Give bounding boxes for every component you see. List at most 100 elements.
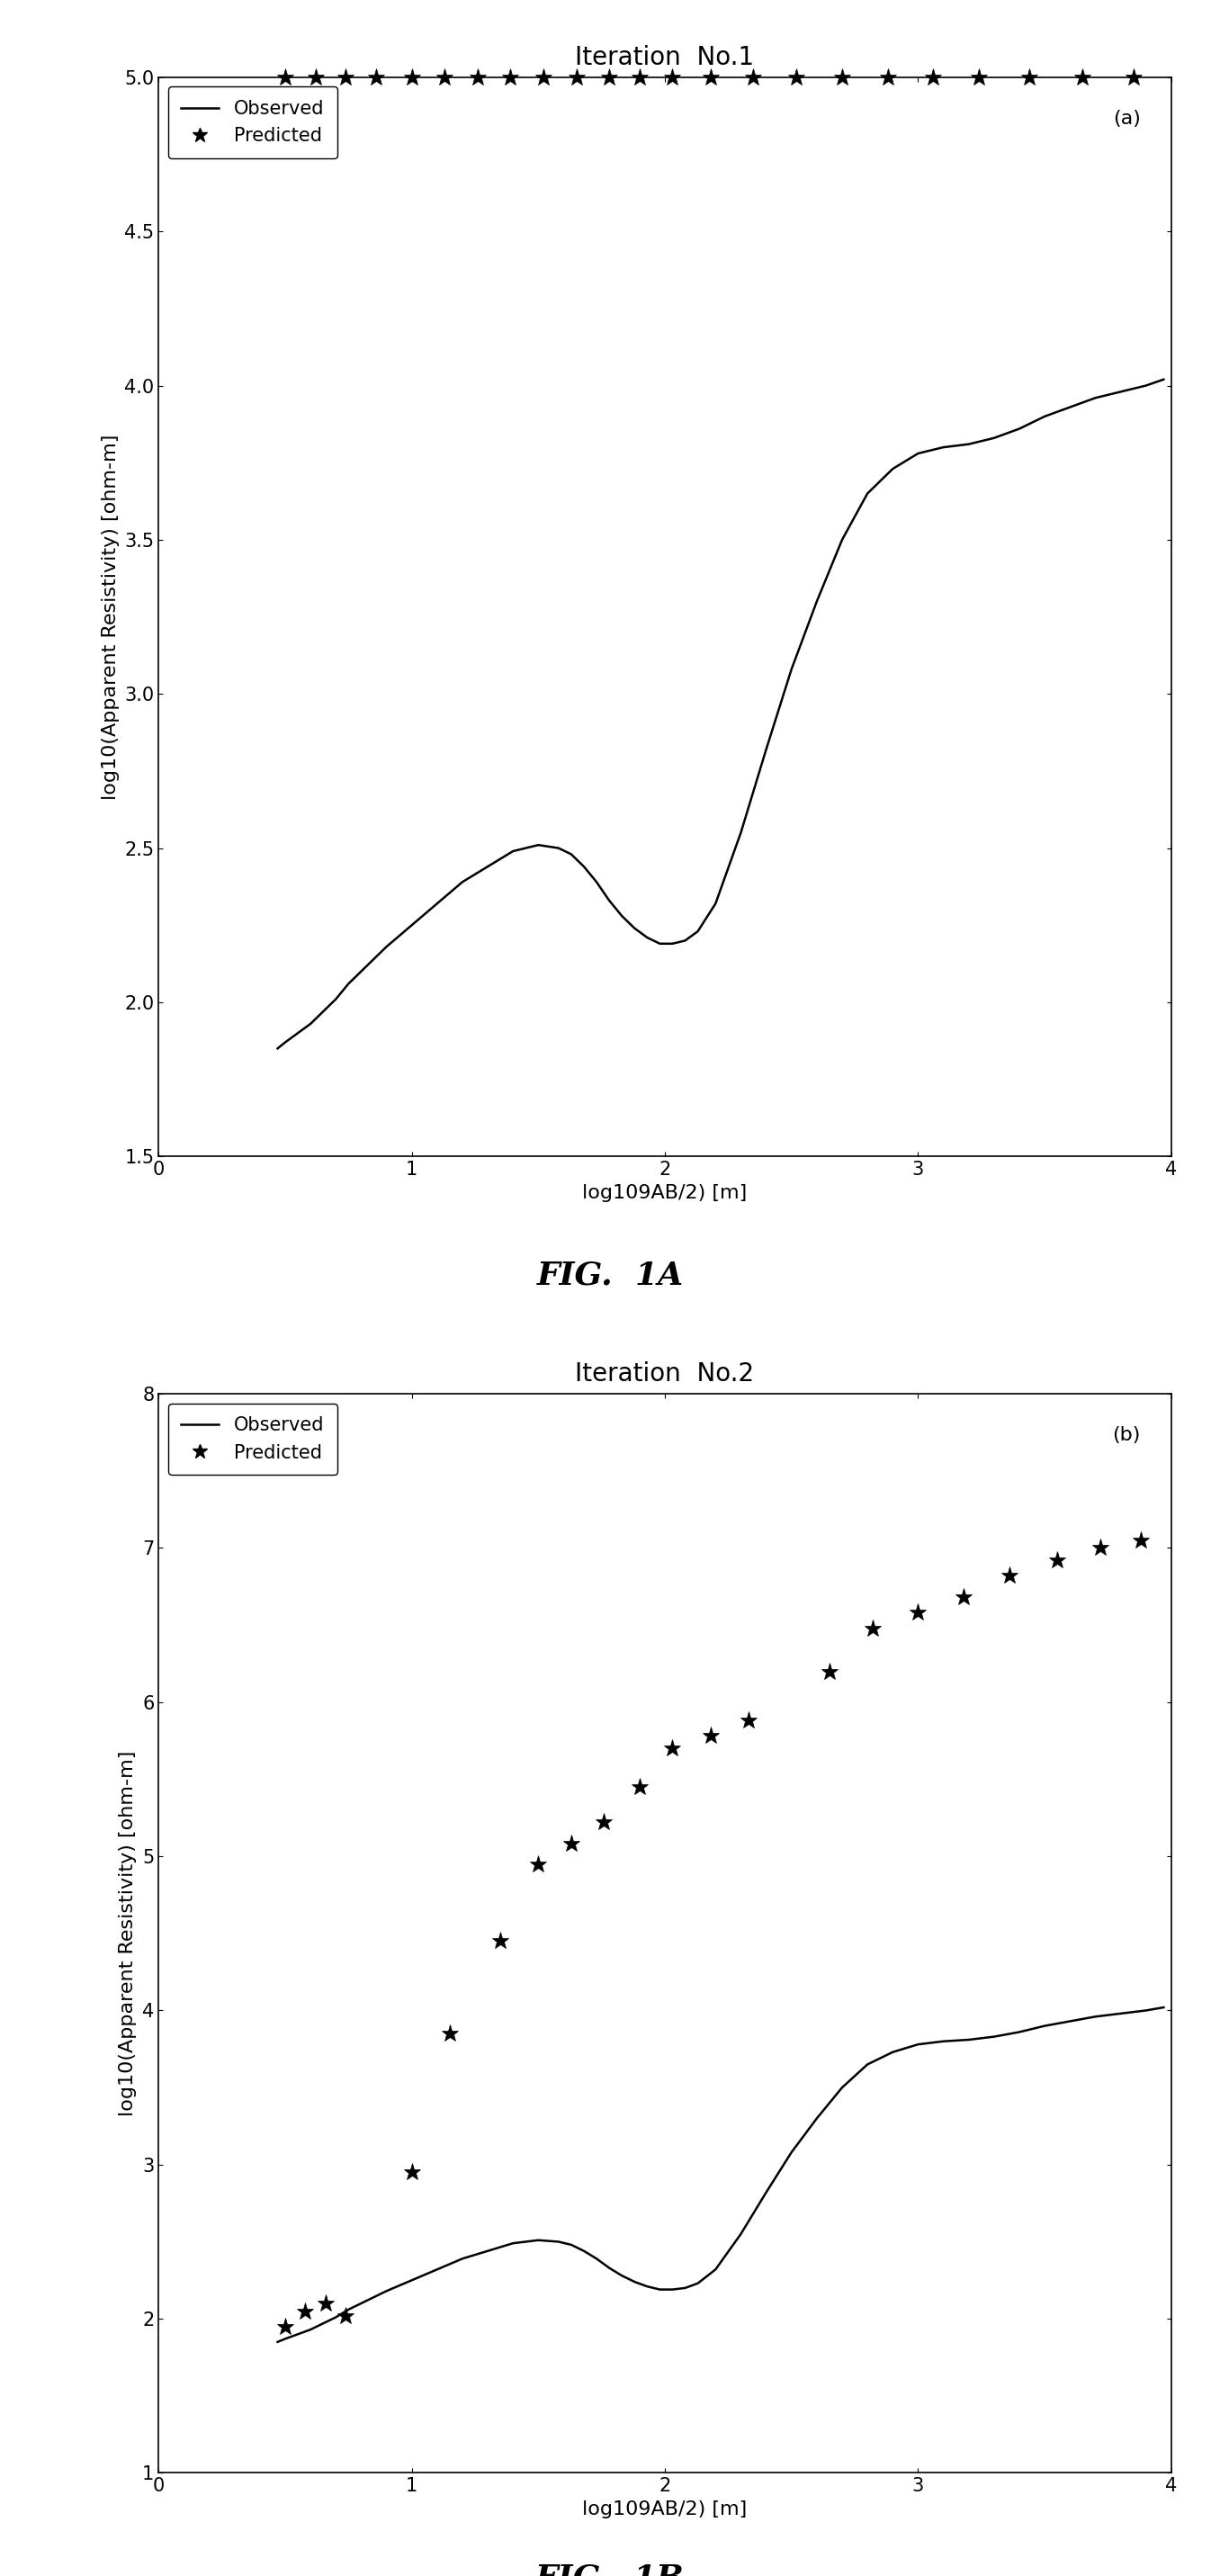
Observed — [564, 2228, 578, 2259]
Predicted — [597, 1806, 611, 1837]
Line: Predicted: Predicted — [277, 70, 1142, 85]
Predicted — [470, 62, 484, 93]
Predicted — [503, 62, 517, 93]
Observed — [1138, 371, 1153, 402]
Predicted — [1002, 1561, 1016, 1592]
Observed — [708, 2254, 722, 2285]
Observed — [886, 2038, 900, 2069]
Title: Iteration  No.2: Iteration No.2 — [576, 1363, 754, 1386]
Predicted — [1050, 1546, 1065, 1577]
Observed — [653, 2275, 667, 2306]
Observed — [961, 428, 976, 459]
Predicted — [493, 1927, 508, 1958]
Observed — [810, 585, 825, 616]
Observed — [589, 2244, 604, 2275]
Observed — [1088, 2002, 1103, 2032]
Observed — [653, 927, 667, 958]
Observed — [481, 850, 495, 881]
Observed — [1138, 1994, 1153, 2025]
Predicted — [536, 62, 550, 93]
Text: FIG.  1B: FIG. 1B — [536, 2563, 684, 2576]
Predicted — [665, 1734, 680, 1765]
Observed — [691, 917, 705, 948]
Observed — [759, 734, 773, 765]
Observed — [601, 2251, 616, 2282]
Observed — [1113, 1999, 1127, 2030]
Observed — [564, 840, 578, 871]
Observed — [505, 835, 520, 866]
Observed — [615, 902, 630, 933]
Observed — [860, 479, 875, 510]
Predicted — [564, 1829, 578, 1860]
Observed — [290, 1018, 305, 1048]
Observed — [759, 2177, 773, 2208]
Observed — [1157, 363, 1171, 394]
Observed — [601, 886, 616, 917]
Observed — [303, 2313, 317, 2344]
Observed — [708, 889, 722, 920]
Predicted — [278, 62, 293, 93]
Observed — [810, 2102, 825, 2133]
Observed — [589, 866, 604, 896]
Observed — [1088, 381, 1103, 412]
Observed — [639, 922, 654, 953]
Predicted — [665, 62, 680, 93]
Observed — [639, 2272, 654, 2303]
Observed — [886, 453, 900, 484]
Observed — [1063, 2007, 1077, 2038]
Observed — [316, 2308, 331, 2339]
Observed — [429, 2254, 444, 2285]
Observed — [316, 997, 331, 1028]
Predicted — [834, 62, 849, 93]
Predicted — [1133, 1525, 1148, 1556]
Observed — [1037, 402, 1052, 433]
Observed — [784, 654, 799, 685]
Observed — [910, 438, 925, 469]
Predicted — [339, 62, 354, 93]
Observed — [354, 2287, 368, 2318]
Observed — [303, 1007, 317, 1038]
Predicted — [971, 62, 986, 93]
Observed — [987, 2022, 1002, 2053]
Observed — [278, 2324, 293, 2354]
Observed — [271, 1033, 285, 1064]
Predicted — [632, 62, 647, 93]
Observed — [784, 2138, 799, 2169]
Predicted — [1126, 62, 1141, 93]
Observed — [404, 2264, 420, 2295]
X-axis label: log109AB/2) [m]: log109AB/2) [m] — [582, 1185, 748, 1203]
Legend: Observed, Predicted: Observed, Predicted — [168, 1404, 337, 1476]
Predicted — [318, 2287, 333, 2318]
Observed — [271, 2326, 285, 2357]
Observed — [936, 433, 950, 464]
Observed — [455, 866, 470, 896]
Predicted — [956, 1582, 971, 1613]
Predicted — [703, 62, 717, 93]
Observed — [577, 850, 592, 881]
Predicted — [531, 1850, 545, 1880]
Observed — [551, 832, 566, 863]
Predicted — [569, 62, 583, 93]
Line: Observed: Observed — [278, 379, 1164, 1048]
Observed — [551, 2226, 566, 2257]
Observed — [860, 2048, 875, 2079]
Observed — [505, 2228, 520, 2259]
Predicted — [437, 62, 451, 93]
Observed — [290, 2318, 305, 2349]
X-axis label: log109AB/2) [m]: log109AB/2) [m] — [582, 2501, 748, 2519]
Predicted — [404, 62, 420, 93]
Predicted — [703, 1721, 717, 1752]
Observed — [733, 2218, 748, 2249]
Predicted — [747, 62, 761, 93]
Observed — [936, 2025, 950, 2056]
Observed — [1037, 2009, 1052, 2040]
Y-axis label: log10(Apparent Resistivity) [ohm-m]: log10(Apparent Resistivity) [ohm-m] — [101, 433, 120, 799]
Line: Observed: Observed — [278, 2007, 1164, 2342]
Observed — [328, 2303, 343, 2334]
Predicted — [632, 1772, 647, 1803]
Predicted — [865, 1613, 880, 1643]
Observed — [665, 927, 680, 958]
Observed — [379, 933, 394, 963]
Predicted — [278, 2311, 293, 2342]
Predicted — [926, 62, 941, 93]
